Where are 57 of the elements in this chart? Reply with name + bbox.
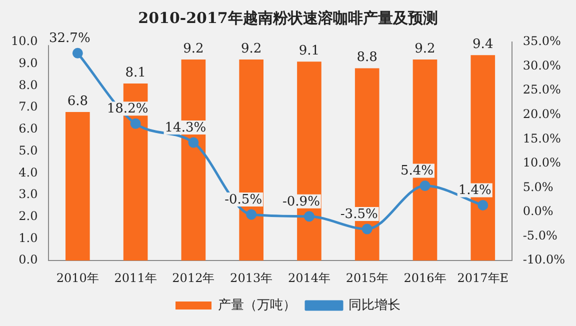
data-label: 8.1 — [125, 65, 146, 80]
data-label: 9.2 — [183, 41, 204, 56]
y2-tick-label: -5.0% — [522, 228, 558, 242]
data-label: 1.4% — [458, 183, 492, 198]
point — [130, 118, 141, 129]
x-tick-label: 2013年 — [230, 270, 273, 285]
data-label: 9.2 — [414, 41, 436, 56]
data-label: -0.5% — [224, 192, 262, 208]
point — [478, 200, 488, 210]
y-tick-label: 2.0 — [18, 209, 38, 224]
y2-tick-label: 20.0% — [522, 106, 561, 121]
y-tick-label: 4.0 — [18, 165, 38, 180]
x-tick-label: 2017年E — [457, 270, 509, 285]
y-tick-label: 7.0 — [18, 100, 38, 114]
data-label: 9.4 — [472, 36, 494, 52]
x-tick-label: 2011年 — [114, 270, 157, 285]
y-tick-label: 10.0 — [11, 34, 38, 48]
data-label: 14.3% — [164, 120, 206, 136]
y-tick-label: 8.0 — [18, 78, 38, 92]
point — [304, 211, 314, 222]
legend-label: 同比增长 — [348, 298, 400, 313]
point — [246, 209, 257, 220]
x-tick-label: 2014年 — [288, 270, 330, 285]
y-tick-label: 9.0 — [18, 56, 38, 70]
y-tick-label: 6.0 — [18, 122, 38, 136]
y-tick-label: 0.0 — [18, 252, 38, 267]
x-tick-label: 2015年 — [346, 270, 388, 285]
chart-title: 2010-2017年越南粉状速溶咖啡产量及预测 — [138, 8, 438, 27]
point — [420, 180, 430, 192]
x-tick-label: 2012年 — [172, 270, 215, 285]
data-label: 5.4% — [400, 164, 434, 179]
y2-tick-label: -10.0% — [522, 252, 566, 267]
data-label: 32.7% — [49, 31, 90, 46]
point — [362, 224, 372, 234]
y-tick-label: 3.0 — [18, 187, 38, 202]
data-label: 9.2 — [240, 41, 262, 56]
data-label: 6.8 — [67, 94, 88, 109]
y-tick-label: 1.0 — [18, 230, 38, 245]
bar — [66, 112, 90, 261]
data-label: -0.9% — [282, 194, 320, 210]
data-label: 9.1 — [298, 44, 320, 59]
y2-tick-label: 10.0% — [522, 156, 561, 170]
y2-tick-label: 15.0% — [522, 131, 561, 146]
data-label: -3.5% — [340, 206, 378, 222]
y2-tick-label: 25.0% — [522, 82, 561, 97]
y2-tick-label: 5.0% — [522, 180, 554, 194]
y2-tick-label: 35.0% — [522, 34, 561, 48]
legend-label: 产量（万吨） — [218, 298, 296, 313]
y-tick-label: 5.0 — [18, 143, 38, 158]
y2-tick-label: 30.0% — [522, 58, 561, 72]
data-label: 18.2% — [106, 101, 148, 116]
point — [72, 48, 83, 58]
y2-tick-label: 0.0% — [522, 204, 554, 218]
point — [188, 137, 199, 148]
x-tick-label: 2010年 — [56, 270, 99, 285]
x-tick-label: 2016年 — [404, 270, 446, 285]
data-label: 8.8 — [356, 50, 378, 66]
